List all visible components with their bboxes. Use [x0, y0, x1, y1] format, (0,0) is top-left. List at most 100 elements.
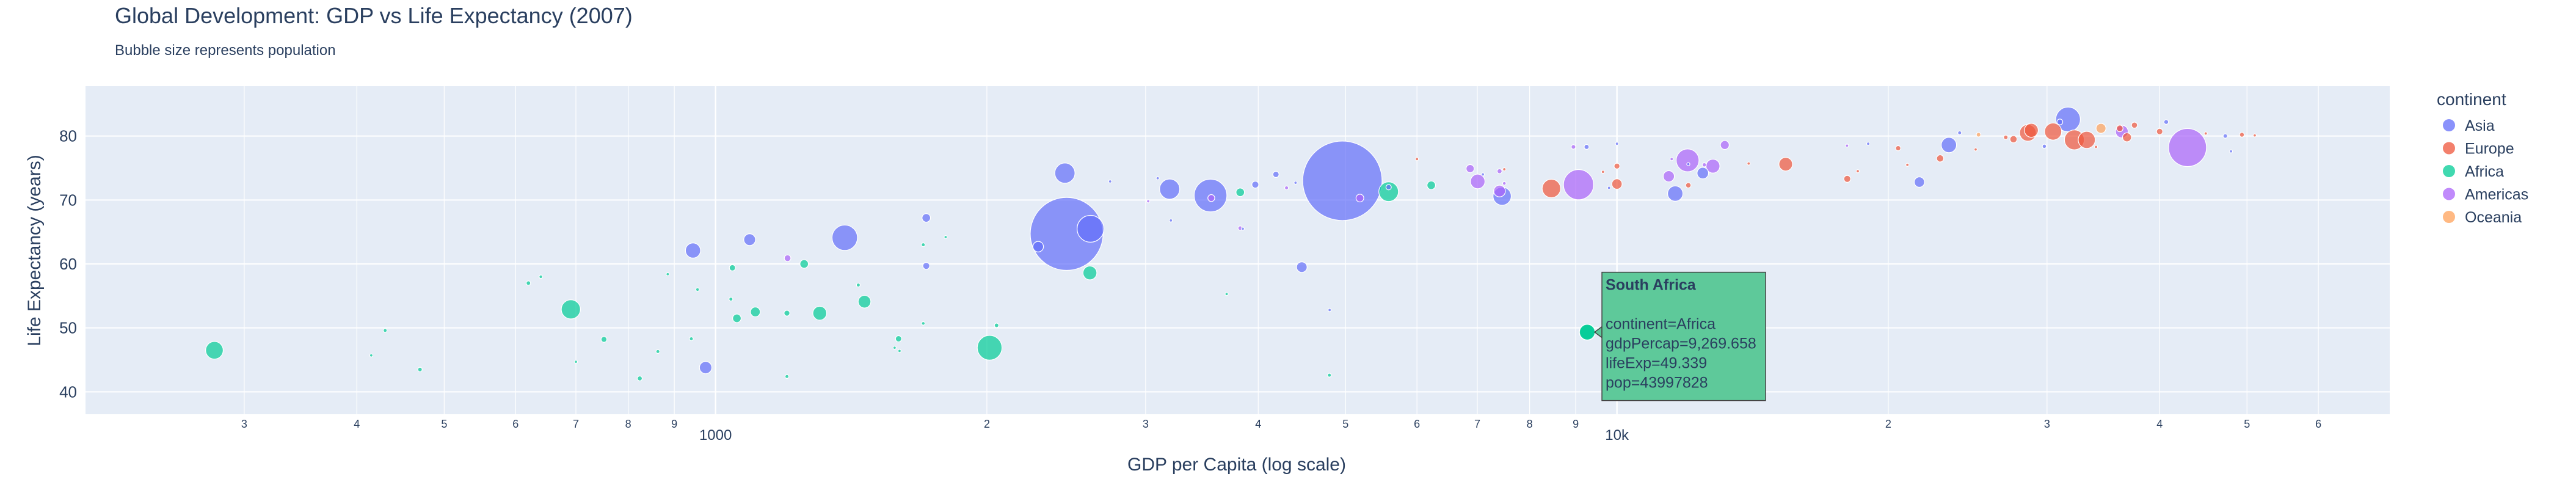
bubble-europe[interactable] [1936, 154, 1945, 163]
bubble-asia[interactable] [1697, 167, 1709, 180]
bubble-africa[interactable] [921, 321, 926, 326]
bubble-asia[interactable] [1077, 214, 1105, 243]
bubble-asia[interactable] [2163, 119, 2169, 125]
bubble-oceania[interactable] [2095, 123, 2106, 134]
bubble-asia[interactable] [831, 224, 858, 251]
bubble-europe[interactable] [1895, 145, 1901, 152]
bubble-asia[interactable] [1328, 308, 1332, 312]
bubble-asia[interactable] [1159, 178, 1181, 200]
bubble-americas[interactable] [1496, 168, 1502, 174]
bubble-europe[interactable] [1502, 167, 1507, 172]
bubble-americas[interactable] [784, 254, 791, 262]
bubble-americas[interactable] [1676, 148, 1700, 172]
bubble-europe[interactable] [2156, 128, 2163, 136]
bubble-europe[interactable] [2116, 125, 2123, 133]
bubble-europe[interactable] [1601, 170, 1605, 174]
bubble-africa[interactable] [600, 336, 608, 343]
bubble-africa[interactable] [369, 353, 374, 357]
bubble-africa[interactable] [1082, 265, 1097, 280]
bubble-asia[interactable] [1584, 144, 1590, 150]
bubble-americas[interactable] [1720, 140, 1730, 150]
bubble-americas[interactable] [1284, 185, 1289, 191]
bubble-europe[interactable] [1973, 147, 1978, 152]
bubble-asia[interactable] [699, 360, 713, 375]
bubble-asia[interactable] [2222, 133, 2228, 139]
bubble-europe[interactable] [2003, 134, 2009, 140]
bubble-europe[interactable] [1614, 163, 1620, 170]
bubble-europe[interactable] [1415, 157, 1419, 161]
bubble-asia[interactable] [1302, 141, 1383, 221]
bubble-europe[interactable] [1541, 178, 1561, 199]
bubble-africa[interactable] [729, 264, 736, 271]
bubble-europe[interactable] [2203, 131, 2208, 136]
bubble-africa[interactable] [695, 287, 700, 292]
bubble-africa[interactable] [1235, 188, 1245, 197]
bubble-asia[interactable] [2042, 144, 2047, 149]
bubble-asia[interactable] [1108, 179, 1112, 184]
bubble-americas[interactable] [1701, 162, 1707, 167]
bubble-africa[interactable] [857, 294, 871, 309]
bubble-africa[interactable] [636, 375, 643, 381]
bubble-africa[interactable] [892, 346, 897, 350]
bubble-americas[interactable] [1670, 157, 1674, 161]
bubble-africa[interactable] [689, 336, 694, 342]
bubble-asia[interactable] [922, 213, 931, 223]
bubble-europe[interactable] [2239, 132, 2245, 138]
bubble-asia[interactable] [1155, 176, 1160, 180]
bubble-asia[interactable] [922, 261, 930, 270]
bubble-asia[interactable] [1957, 130, 1962, 136]
bubble-europe[interactable] [2252, 133, 2257, 137]
bubble-europe[interactable] [1905, 163, 1910, 167]
bubble-asia[interactable] [685, 243, 701, 258]
bubbles[interactable] [205, 106, 2257, 381]
bubble-africa[interactable] [856, 282, 861, 288]
bubble-europe[interactable] [1747, 161, 1751, 166]
bubble-asia[interactable] [1169, 218, 1173, 222]
bubble-africa[interactable] [382, 328, 388, 333]
plot-area[interactable] [86, 86, 2390, 414]
bubble-americas[interactable] [1563, 169, 1595, 200]
bubble-africa[interactable] [539, 274, 544, 279]
bubble-asia[interactable] [1054, 163, 1075, 184]
bubble-asia[interactable] [2056, 119, 2064, 125]
bubble-asia[interactable] [743, 233, 756, 246]
bubble-europe[interactable] [1778, 156, 1793, 172]
bubble-americas[interactable] [1470, 174, 1486, 189]
bubble-africa[interactable] [1427, 180, 1436, 190]
bubble-africa[interactable] [895, 335, 902, 343]
bubble-europe[interactable] [2122, 132, 2132, 142]
bubble-oceania[interactable] [1976, 132, 1981, 137]
bubble-americas[interactable] [1207, 194, 1215, 202]
bubble-americas[interactable] [1466, 164, 1475, 174]
bubble-americas[interactable] [1355, 194, 1364, 203]
bubble-asia[interactable] [1480, 172, 1485, 177]
bubble-americas[interactable] [1845, 144, 1849, 148]
bubble-americas[interactable] [1493, 185, 1506, 197]
bubble-africa[interactable] [205, 341, 224, 360]
bubble-africa[interactable] [994, 323, 999, 328]
bubble-africa[interactable] [897, 349, 902, 353]
bubble-europe[interactable] [1855, 169, 1860, 174]
bubble-asia[interactable] [1296, 261, 1308, 273]
bubble-europe[interactable] [2024, 123, 2039, 138]
bubble-asia[interactable] [1240, 227, 1245, 231]
bubble-europe[interactable] [2131, 122, 2138, 129]
bubble-asia[interactable] [1293, 180, 1298, 185]
bubble-africa[interactable] [784, 374, 790, 379]
bubble-americas[interactable] [1571, 144, 1576, 150]
bubble-africa[interactable] [799, 259, 809, 269]
bubble-americas[interactable] [1146, 199, 1151, 203]
bubble-asia[interactable] [1913, 176, 1925, 188]
bubble-africa[interactable] [561, 299, 581, 320]
bubble-africa[interactable] [812, 305, 828, 321]
bubble-africa[interactable] [1327, 373, 1332, 378]
bubble-asia[interactable] [1615, 142, 1619, 146]
bubble-asia[interactable] [1866, 142, 1871, 146]
bubble-americas[interactable] [1662, 170, 1675, 183]
bubble-asia[interactable] [1032, 241, 1044, 252]
bubble-europe[interactable] [1611, 178, 1623, 190]
bubble-africa[interactable] [666, 272, 670, 276]
bubble-africa[interactable] [921, 242, 926, 247]
bubble-asia[interactable] [1607, 186, 1611, 190]
bubble-asia[interactable] [1251, 180, 1259, 189]
